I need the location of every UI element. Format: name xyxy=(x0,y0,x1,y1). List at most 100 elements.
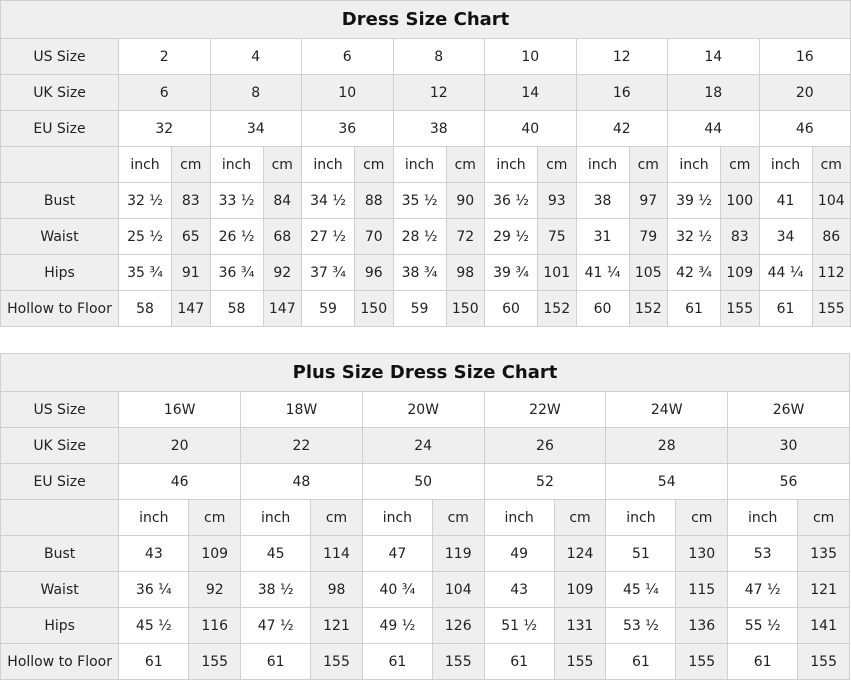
cm-value: 155 xyxy=(797,643,850,680)
cm-value: 116 xyxy=(188,607,242,644)
unit-cm: cm xyxy=(675,499,729,536)
unit-cm: cm xyxy=(188,499,242,536)
eu-size-row: EU Size 32 34 36 38 40 42 44 46 xyxy=(0,110,851,147)
unit-cm: cm xyxy=(431,499,485,536)
inch-value: 38 ¾ xyxy=(392,254,447,291)
inch-value: 43 xyxy=(118,535,190,572)
cm-value: 91 xyxy=(171,254,211,291)
inch-value: 45 ¼ xyxy=(605,571,677,608)
eu-size-cell: 32 xyxy=(118,110,211,147)
row-label: Bust xyxy=(0,182,119,219)
us-size-cell: 22W xyxy=(483,391,607,428)
cm-value: 72 xyxy=(445,218,485,255)
row-label: Hollow to Floor xyxy=(0,643,120,680)
unit-row: inch cm inch cm inch cm inch cm inch cm inch cm xyxy=(0,499,850,536)
eu-size-cell: 34 xyxy=(209,110,302,147)
measurement-row: Hollow to Floor 58 147 58 147 59 150 59 150 60 152… xyxy=(0,290,851,327)
unit-cm: cm xyxy=(354,146,394,183)
unit-inch: inch xyxy=(758,146,813,183)
us-size-cell: 6 xyxy=(301,38,394,75)
inch-value: 47 ½ xyxy=(727,571,799,608)
cm-value: 109 xyxy=(553,571,607,608)
eu-size-cell: 40 xyxy=(484,110,577,147)
cm-value: 68 xyxy=(262,218,302,255)
measurement-row: Waist 25 ½ 65 26 ½ 68 27 ½ 70 28 ½ 72 29 ½ 75 31 79 3… xyxy=(0,218,851,255)
cm-value: 90 xyxy=(445,182,485,219)
uk-size-cell: 12 xyxy=(392,74,485,111)
cm-value: 136 xyxy=(675,607,729,644)
inch-value: 51 ½ xyxy=(483,607,555,644)
inch-value: 51 xyxy=(605,535,677,572)
uk-size-row: UK Size 20 22 24 26 28 30 xyxy=(0,427,850,464)
inch-value: 45 ½ xyxy=(118,607,190,644)
inch-value: 42 ¾ xyxy=(667,254,721,291)
cm-value: 130 xyxy=(675,535,729,572)
cm-value: 105 xyxy=(628,254,668,291)
us-size-row: US Size 16W 18W 20W 22W 24W 26W xyxy=(0,391,850,428)
eu-size-row: EU Size 46 48 50 52 54 56 xyxy=(0,463,850,500)
eu-size-cell: 56 xyxy=(727,463,850,500)
measurement-row: Bust 43 109 45 114 47 119 49 124 51 130 53 135 xyxy=(0,535,850,572)
row-label: EU Size xyxy=(0,110,119,147)
unit-cm: cm xyxy=(553,499,607,536)
cm-value: 155 xyxy=(675,643,729,680)
inch-value: 34 xyxy=(758,218,813,255)
inch-value: 49 xyxy=(483,535,555,572)
uk-size-row: UK Size 6 8 10 12 14 16 18 20 xyxy=(0,74,851,111)
cm-value: 104 xyxy=(811,182,851,219)
row-label xyxy=(0,146,119,183)
row-label: Waist xyxy=(0,218,119,255)
cm-value: 131 xyxy=(553,607,607,644)
unit-inch: inch xyxy=(118,146,172,183)
uk-size-cell: 20 xyxy=(758,74,851,111)
uk-size-cell: 6 xyxy=(118,74,211,111)
inch-value: 43 xyxy=(483,571,555,608)
inch-value: 44 ¼ xyxy=(758,254,813,291)
chart-title: Plus Size Dress Size Chart xyxy=(0,353,850,392)
unit-inch: inch xyxy=(575,146,630,183)
inch-value: 59 xyxy=(301,290,355,327)
row-label xyxy=(0,499,120,536)
inch-value: 26 ½ xyxy=(209,218,264,255)
inch-value: 36 ½ xyxy=(484,182,538,219)
row-label: Hips xyxy=(0,254,119,291)
unit-cm: cm xyxy=(537,146,577,183)
cm-value: 88 xyxy=(354,182,394,219)
unit-inch: inch xyxy=(667,146,721,183)
cm-value: 152 xyxy=(537,290,577,327)
uk-size-cell: 14 xyxy=(484,74,577,111)
cm-value: 155 xyxy=(431,643,485,680)
cm-value: 147 xyxy=(171,290,211,327)
uk-size-cell: 16 xyxy=(575,74,668,111)
us-size-cell: 16 xyxy=(758,38,851,75)
cm-value: 104 xyxy=(431,571,485,608)
inch-value: 41 ¼ xyxy=(575,254,630,291)
inch-value: 60 xyxy=(484,290,538,327)
cm-value: 100 xyxy=(720,182,760,219)
unit-cm: cm xyxy=(262,146,302,183)
eu-size-cell: 42 xyxy=(575,110,668,147)
cm-value: 84 xyxy=(262,182,302,219)
cm-value: 155 xyxy=(720,290,760,327)
cm-value: 150 xyxy=(445,290,485,327)
cm-value: 152 xyxy=(628,290,668,327)
inch-value: 41 xyxy=(758,182,813,219)
eu-size-cell: 46 xyxy=(758,110,851,147)
unit-cm: cm xyxy=(628,146,668,183)
unit-cm: cm xyxy=(797,499,850,536)
cm-value: 96 xyxy=(354,254,394,291)
cm-value: 121 xyxy=(797,571,850,608)
eu-size-cell: 36 xyxy=(301,110,394,147)
unit-inch: inch xyxy=(301,146,355,183)
cm-value: 75 xyxy=(537,218,577,255)
eu-size-cell: 38 xyxy=(392,110,485,147)
unit-inch: inch xyxy=(209,146,264,183)
inch-value: 55 ½ xyxy=(727,607,799,644)
inch-value: 31 xyxy=(575,218,630,255)
uk-size-cell: 26 xyxy=(483,427,607,464)
us-size-cell: 14 xyxy=(667,38,760,75)
inch-value: 61 xyxy=(240,643,312,680)
inch-value: 61 xyxy=(727,643,799,680)
inch-value: 53 ½ xyxy=(605,607,677,644)
